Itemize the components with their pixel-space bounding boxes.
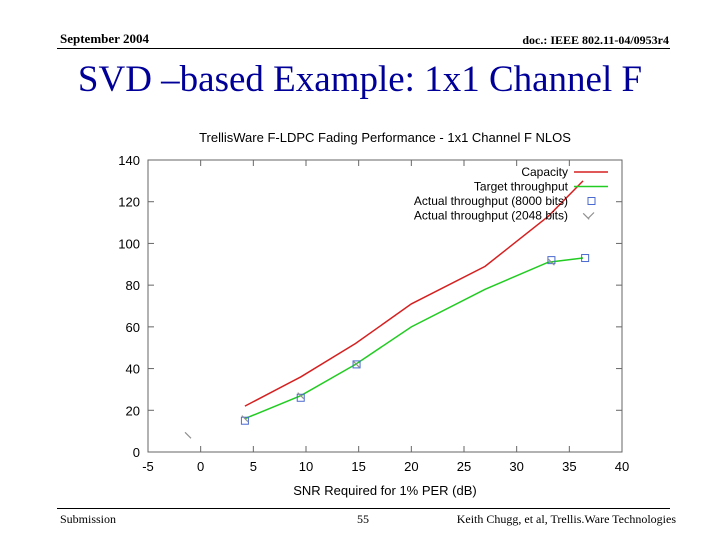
point-actual-8000	[352, 360, 361, 369]
series-line-target-throughput	[244, 257, 584, 420]
chart-title: TrellisWare F-LDPC Fading Performance - …	[199, 130, 571, 145]
slide-title: SVD –based Example: 1x1 Channel F	[77, 59, 643, 100]
point-actual-2048	[548, 258, 555, 266]
x-tick-label: 15	[351, 459, 365, 474]
footer-submission: Submission	[60, 512, 117, 526]
plot-frame	[147, 159, 623, 453]
x-tick-label: 0	[197, 459, 204, 474]
x-tick-label: 40	[615, 459, 629, 474]
y-tick-label: 0	[133, 445, 140, 460]
y-tick-label: 20	[126, 403, 140, 418]
x-tick-label: 10	[299, 459, 313, 474]
x-tick-label: 25	[457, 459, 471, 474]
series-layer	[184, 180, 590, 439]
point-actual-2048	[353, 360, 360, 368]
legend-label-actual-2048: Actual throughput (2048 bits)	[414, 209, 568, 223]
point-actual-8000	[296, 393, 305, 402]
legend-swatch-actual-2048	[587, 212, 595, 219]
footer-page-number: 55	[357, 512, 369, 526]
x-axis-label: SNR Required for 1% PER (dB)	[293, 483, 477, 498]
x-tick-label: 35	[562, 459, 576, 474]
header-doc-id: doc.: IEEE 802.11-04/0953r4	[522, 33, 669, 47]
point-actual-2048	[184, 431, 192, 439]
x-tick-label: -5	[142, 459, 154, 474]
header-rule	[57, 48, 670, 49]
point-actual-8000	[581, 254, 590, 263]
performance-chart: TrellisWare F-LDPC Fading Performance - …	[118, 130, 629, 498]
legend-label-actual-8000: Actual throughput (8000 bits)	[414, 194, 568, 208]
x-tick-label: 30	[509, 459, 523, 474]
y-tick-label: 40	[126, 362, 140, 377]
legend-label-capacity: Capacity	[521, 165, 568, 179]
y-tick-label: 80	[126, 278, 140, 293]
point-actual-8000	[240, 416, 249, 425]
legend-swatch-actual-8000	[587, 197, 596, 205]
point-actual-2048	[241, 415, 249, 423]
series-line-capacity	[244, 180, 584, 407]
legend-label-target-throughput: Target throughput	[474, 180, 569, 194]
y-tick-label: 60	[126, 320, 140, 335]
footer-author: Keith Chugg, et al, Trellis.Ware Technol…	[456, 512, 676, 526]
x-tick-label: 20	[404, 459, 418, 474]
y-tick-label: 140	[118, 153, 140, 168]
footer-rule	[57, 508, 670, 509]
y-tick-label: 100	[118, 236, 140, 251]
x-tick-label: 5	[250, 459, 257, 474]
y-tick-label: 120	[118, 195, 140, 210]
point-actual-2048	[297, 392, 305, 400]
header-date: September 2004	[60, 31, 149, 46]
point-actual-8000	[547, 256, 556, 265]
